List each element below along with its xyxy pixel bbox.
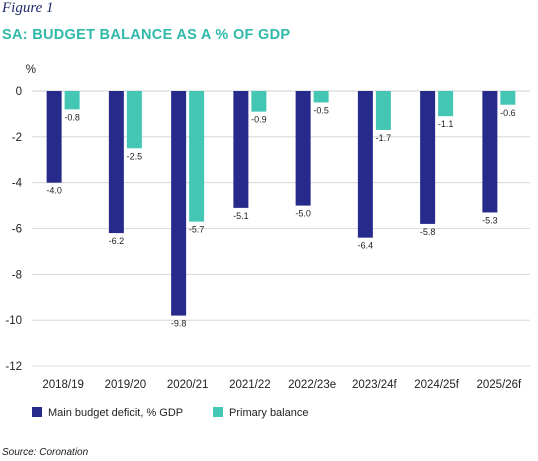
y-tick-label: -12 [5,361,22,373]
deficit-data-label: -6.2 [109,236,125,246]
primary-balance-bar [64,91,80,110]
primary-balance-bar [189,91,205,222]
primary-balance-bar [438,91,454,117]
primary-data-label: -0.9 [251,115,267,125]
y-tick-label: -2 [12,132,22,144]
deficit-bar [46,91,62,183]
primary-data-label: -0.6 [500,108,516,118]
legend-swatch-primary [213,407,223,417]
x-category-label: 2018/19 [42,379,84,391]
legend: Main budget deficit, % GDP Primary balanc… [32,407,308,419]
legend-swatch-deficit [32,407,42,417]
x-category-label: 2024/25f [414,379,460,391]
deficit-bar [482,91,498,213]
x-category-label: 2023/24f [352,379,398,391]
y-axis-unit-label: % [26,64,36,76]
axes: % 0 -2 -4 -6 -8 -10 -12 2018/19 2019/20 2020/21 202… [5,64,522,391]
data-labels: -4.0 -0.8 -6.2 -2.5 -9.8 -5.7 -5.1 -0.9 -5.0 -0.5… [46,105,515,328]
primary-data-label: -2.5 [127,151,143,161]
primary-data-label: -1.7 [376,133,392,143]
y-tick-label: -4 [12,178,23,190]
primary-balance-bar [375,91,391,130]
legend-label-deficit: Main budget deficit, % GDP [48,407,183,419]
primary-balance-bar [126,91,142,149]
deficit-bar [233,91,249,208]
primary-balance-bar [500,91,516,105]
gridlines [32,90,530,367]
primary-data-label: -1.1 [438,119,454,129]
primary-data-label: -5.7 [189,225,205,235]
source-note: Source: Coronation [2,447,89,458]
y-tick-label: -6 [12,224,22,236]
legend-label-primary: Primary balance [229,407,308,419]
deficit-data-label: -6.4 [358,241,374,251]
y-tick-label: 0 [16,86,22,98]
deficit-bar [357,91,373,238]
x-category-label: 2020/21 [167,379,209,391]
x-category-label: 2022/23e [288,379,336,391]
y-tick-label: -8 [12,269,22,281]
deficit-bar [171,91,187,316]
deficit-data-label: -4.0 [46,186,62,196]
primary-data-label: -0.8 [64,112,80,122]
x-category-label: 2021/22 [229,379,271,391]
x-category-label: 2025/26f [476,379,522,391]
primary-data-label: -0.5 [313,105,329,115]
deficit-data-label: -5.1 [233,211,249,221]
deficit-data-label: -5.0 [295,209,311,219]
primary-balance-bar [251,91,267,112]
figure-label: Figure 1 [2,0,54,16]
deficit-data-label: -5.3 [482,215,498,225]
deficit-bar [295,91,311,206]
y-tick-label: -10 [5,315,22,327]
deficit-data-label: -9.8 [171,319,187,329]
x-category-label: 2019/20 [105,379,147,391]
deficit-bar [420,91,436,224]
budget-balance-chart: -4.0 -0.8 -6.2 -2.5 -9.8 -5.7 -5.1 -0.9 -5.0 -0.5… [5,64,530,419]
deficit-bar [108,91,124,234]
primary-balance-bar [313,91,329,103]
bars [46,91,516,316]
deficit-data-label: -5.8 [420,227,436,237]
chart-title: SA: BUDGET BALANCE AS A % OF GDP [2,27,291,43]
